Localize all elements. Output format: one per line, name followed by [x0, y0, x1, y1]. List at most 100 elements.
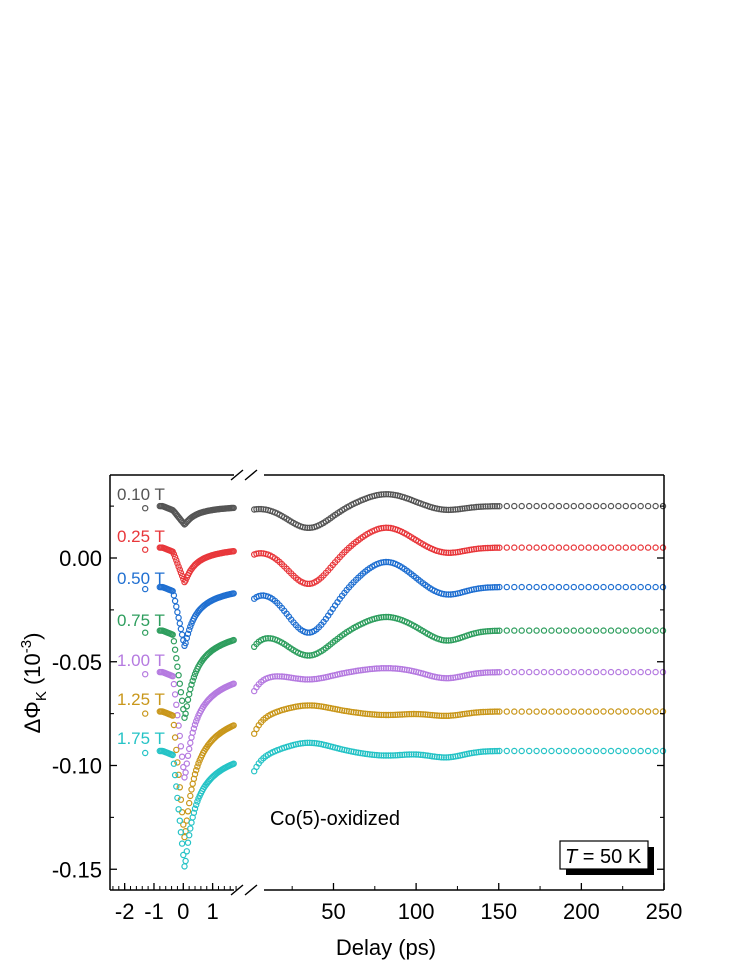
data-point: [176, 680, 183, 687]
data-point: [652, 747, 659, 755]
data-point: [171, 771, 179, 779]
data-point: [659, 583, 667, 591]
data-point: [555, 747, 563, 755]
data-point: [187, 739, 194, 747]
data-point: [194, 798, 201, 805]
data-point: [615, 668, 622, 676]
data-point: [518, 747, 525, 755]
y-axis-unit-prefix: (10: [20, 653, 45, 691]
data-point: [630, 583, 637, 591]
axis-break-mark: [244, 884, 258, 896]
data-point: [600, 583, 607, 591]
data-point: [518, 583, 525, 591]
data-point: [555, 583, 563, 591]
data-point: [652, 708, 659, 715]
series-label-1: 0.25 T: [117, 527, 165, 546]
data-point: [592, 747, 600, 755]
series-label-4: 1.00 T: [117, 651, 165, 670]
data-point: [184, 808, 192, 815]
data-point: [174, 560, 181, 567]
data-point: [526, 502, 533, 510]
data-point: [526, 544, 533, 551]
data-point: [615, 627, 622, 634]
axis-break-mark: [230, 469, 244, 481]
x-tick-label: -2: [115, 899, 135, 924]
data-point: [585, 708, 592, 715]
data-point: [177, 689, 185, 696]
series-label-2: 0.50 T: [117, 569, 165, 588]
data-point: [555, 627, 563, 634]
data-point: [600, 708, 607, 715]
x-tick-label: 250: [646, 899, 683, 924]
series-label-3: 0.75 T: [117, 611, 165, 630]
y-axis-title: ΔΦK (10-3): [18, 633, 50, 734]
data-point: [141, 671, 149, 678]
y-axis-symbol: ΔΦ: [20, 701, 45, 733]
data-point: [563, 502, 570, 510]
data-point: [496, 544, 503, 551]
data-point: [652, 668, 659, 676]
series-6: [141, 739, 667, 870]
data-point: [622, 502, 630, 510]
data-point: [600, 544, 607, 551]
data-point: [637, 708, 644, 715]
data-point: [170, 721, 178, 729]
data-point: [496, 583, 503, 591]
data-point: [184, 630, 192, 638]
data-point: [555, 708, 563, 715]
data-point: [644, 627, 652, 634]
data-point: [570, 502, 578, 510]
data-point: [607, 747, 615, 755]
data-point: [578, 708, 585, 715]
data-point: [622, 627, 630, 634]
data-point: [185, 832, 193, 839]
data-point: [555, 502, 563, 510]
axis-break-mark: [230, 884, 244, 896]
data-point: [175, 563, 182, 570]
x-tick-label: -1: [144, 899, 164, 924]
x-tick-label: 200: [563, 899, 600, 924]
data-point: [548, 627, 555, 634]
data-point: [592, 544, 600, 551]
data-point: [169, 673, 176, 680]
series-5: [141, 702, 667, 841]
data-point: [511, 668, 518, 676]
data-point: [443, 506, 450, 513]
data-point: [171, 597, 179, 605]
data-point: [503, 583, 510, 591]
data-point: [174, 609, 181, 616]
data-point: [533, 747, 540, 755]
data-point: [503, 627, 510, 634]
data-point: [548, 668, 555, 676]
data-point: [659, 627, 667, 634]
data-point: [178, 631, 186, 638]
data-point: [169, 587, 176, 595]
data-point: [176, 620, 183, 627]
data-point: [189, 729, 196, 736]
data-point: [503, 544, 510, 551]
axes-layer: 0.00-0.05-0.10-0.15-2 -1 0 1 50 100 150 200 250: [52, 469, 683, 924]
data-point: [191, 771, 199, 778]
data-point: [637, 668, 644, 676]
data-point: [192, 801, 200, 809]
data-point: [170, 638, 178, 645]
data-point: [526, 627, 533, 634]
y-tick-label: -0.05: [52, 650, 102, 675]
data-point: [630, 544, 637, 551]
data-point: [188, 819, 195, 826]
data-point: [600, 747, 607, 755]
data-point: [533, 583, 540, 591]
data-point: [230, 680, 237, 687]
series-label-6: 1.75 T: [117, 729, 165, 748]
data-point: [615, 544, 622, 551]
data-point: [600, 668, 607, 676]
data-point: [511, 502, 518, 510]
data-point: [526, 668, 533, 676]
data-point: [615, 583, 622, 591]
data-point: [171, 554, 179, 561]
data-point: [182, 857, 189, 865]
data-point: [644, 668, 652, 676]
data-point: [171, 734, 179, 741]
data-point: [637, 544, 644, 551]
data-point: [169, 712, 176, 719]
